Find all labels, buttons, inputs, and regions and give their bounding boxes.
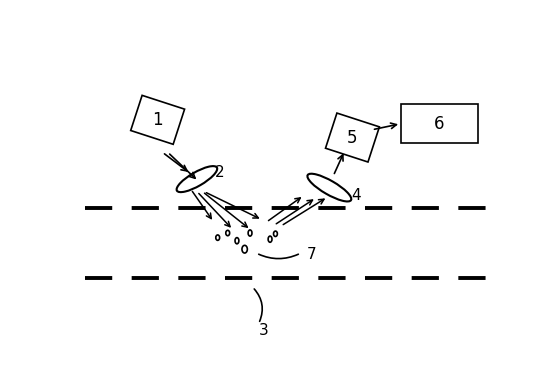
- Text: 5: 5: [347, 128, 358, 147]
- Ellipse shape: [176, 166, 217, 192]
- Ellipse shape: [235, 238, 239, 244]
- FancyBboxPatch shape: [401, 104, 478, 143]
- Ellipse shape: [248, 230, 252, 236]
- Text: 2: 2: [215, 165, 225, 180]
- Text: 3: 3: [259, 322, 269, 338]
- Text: 7: 7: [307, 247, 316, 262]
- Ellipse shape: [273, 231, 277, 237]
- FancyBboxPatch shape: [130, 95, 185, 144]
- Ellipse shape: [242, 245, 248, 253]
- Text: 1: 1: [152, 111, 163, 129]
- Text: 4: 4: [352, 188, 361, 203]
- Text: 6: 6: [434, 115, 445, 133]
- FancyBboxPatch shape: [325, 113, 379, 162]
- Ellipse shape: [226, 230, 230, 236]
- Ellipse shape: [216, 235, 220, 240]
- Ellipse shape: [307, 174, 351, 202]
- Ellipse shape: [268, 236, 272, 242]
